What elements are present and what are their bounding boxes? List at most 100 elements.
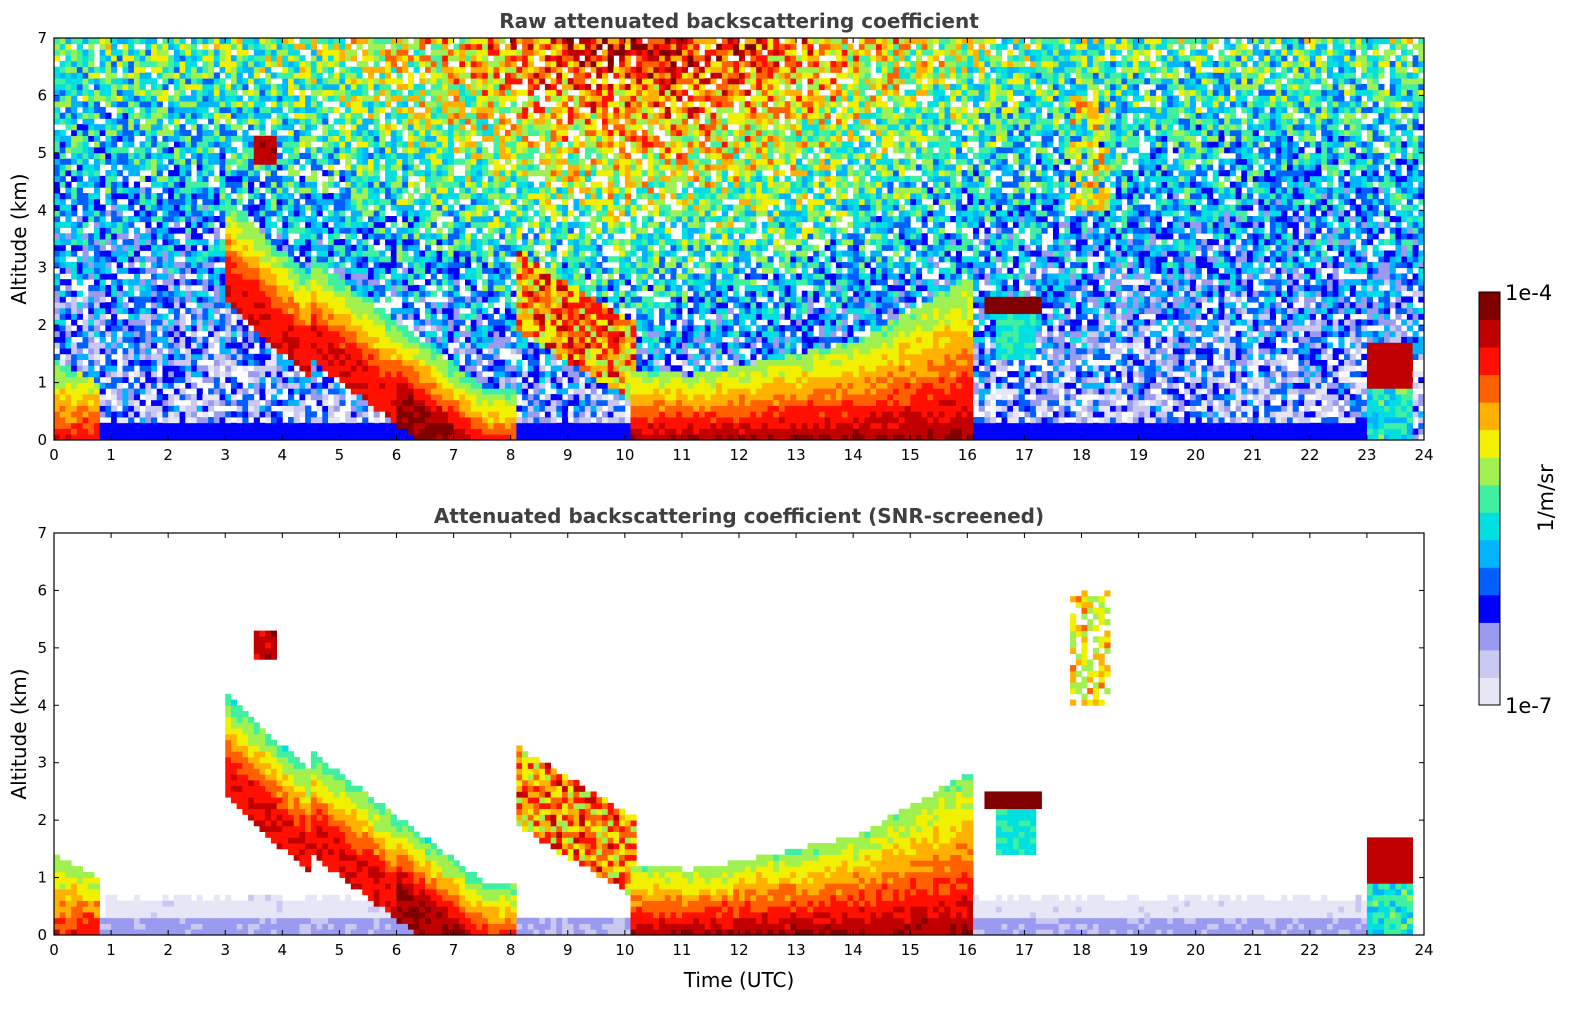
heatmap-cell [139,365,146,372]
heatmap-cell [476,313,483,320]
heatmap-cell [202,422,209,429]
heatmap-cell [236,193,243,200]
heatmap-cell [162,417,169,424]
heatmap-cell [447,302,454,309]
heatmap-cell [156,124,163,131]
heatmap-cell [339,307,346,315]
heatmap-cell [105,239,112,246]
heatmap-cell [504,290,512,297]
heatmap-cell [482,106,489,114]
heatmap-cell [219,399,226,406]
heatmap-cell [202,342,209,349]
heatmap-cell [322,112,329,119]
heatmap-cell [487,250,494,257]
heatmap-cell [54,106,61,114]
heatmap-cell [82,216,89,223]
heatmap-cell [385,279,392,286]
heatmap-cell [111,170,118,177]
heatmap-cell [453,101,460,108]
heatmap-cell [265,434,272,441]
heatmap-cell [310,313,317,320]
heatmap-cell [191,83,198,91]
heatmap-cell [482,382,489,389]
heatmap-cell [362,152,369,159]
heatmap-cell [59,112,66,119]
heatmap-cell [339,239,346,246]
heatmap-cell [196,175,203,182]
heatmap-cell [185,394,192,401]
heatmap-cell [299,244,306,251]
heatmap-cell [476,411,483,418]
heatmap-cell [465,302,472,309]
heatmap-cell [333,342,340,349]
heatmap-cell [93,227,101,234]
heatmap-cell [465,359,472,366]
heatmap-cell [230,227,238,234]
heatmap-cell [173,181,180,188]
heatmap-cell [379,382,386,389]
heatmap-cell [133,95,141,102]
heatmap-cell [499,376,506,383]
heatmap-cell [168,101,175,108]
heatmap-cell [396,187,403,194]
heatmap-cell [413,135,420,142]
heatmap-cell [476,267,483,274]
heatmap-cell [430,365,437,372]
heatmap-cell [162,428,169,435]
heatmap-cell [322,158,329,165]
heatmap-cell [76,170,83,177]
heatmap-cell [88,256,95,263]
heatmap-cell [282,60,289,68]
heatmap-cell [225,72,232,79]
heatmap-cell [133,388,141,395]
heatmap-cell [413,284,420,292]
heatmap-cell [367,273,375,280]
heatmap-cell [328,164,335,171]
heatmap-cell [242,49,249,56]
heatmap-cell [236,428,243,435]
heatmap-cell [208,388,215,395]
heatmap-cell [385,313,392,320]
heatmap-cell [191,158,198,165]
heatmap-cell [208,313,215,320]
heatmap-cell [396,118,403,125]
heatmap-cell [213,101,220,108]
heatmap-cell [219,158,226,165]
heatmap-cell [65,210,72,217]
heatmap-cell [65,147,72,154]
heatmap-cell [225,250,232,257]
heatmap-cell [499,141,506,148]
heatmap-cell [82,193,89,200]
heatmap-cell [253,83,260,91]
heatmap-cell [236,95,243,102]
heatmap-cell [93,313,101,320]
heatmap-cell [373,313,380,320]
heatmap-cell [293,319,300,326]
heatmap-cell [162,365,169,372]
heatmap-cell [59,72,66,79]
heatmap-cell [367,152,375,159]
heatmap-cell [396,95,403,102]
heatmap-cell [350,244,357,251]
heatmap-cell [493,129,500,137]
heatmap-cell [425,187,432,194]
heatmap-cell [116,399,123,406]
heatmap-cell [379,307,386,315]
heatmap-cell [333,267,340,274]
heatmap-cell [299,129,306,137]
heatmap-cell [493,290,500,297]
heatmap-cell [373,141,380,148]
heatmap-cell [390,434,397,441]
heatmap-cell [430,256,437,263]
heatmap-cell [208,204,215,211]
heatmap-cell [213,141,220,148]
heatmap-cell [316,405,323,412]
heatmap-cell [253,204,260,211]
heatmap-cell [88,55,95,62]
heatmap-cell [482,399,489,406]
heatmap-cell [265,181,272,188]
heatmap-cell [293,135,300,142]
heatmap-cell [413,112,420,119]
heatmap-cell [162,38,169,45]
heatmap-cell [362,394,369,401]
